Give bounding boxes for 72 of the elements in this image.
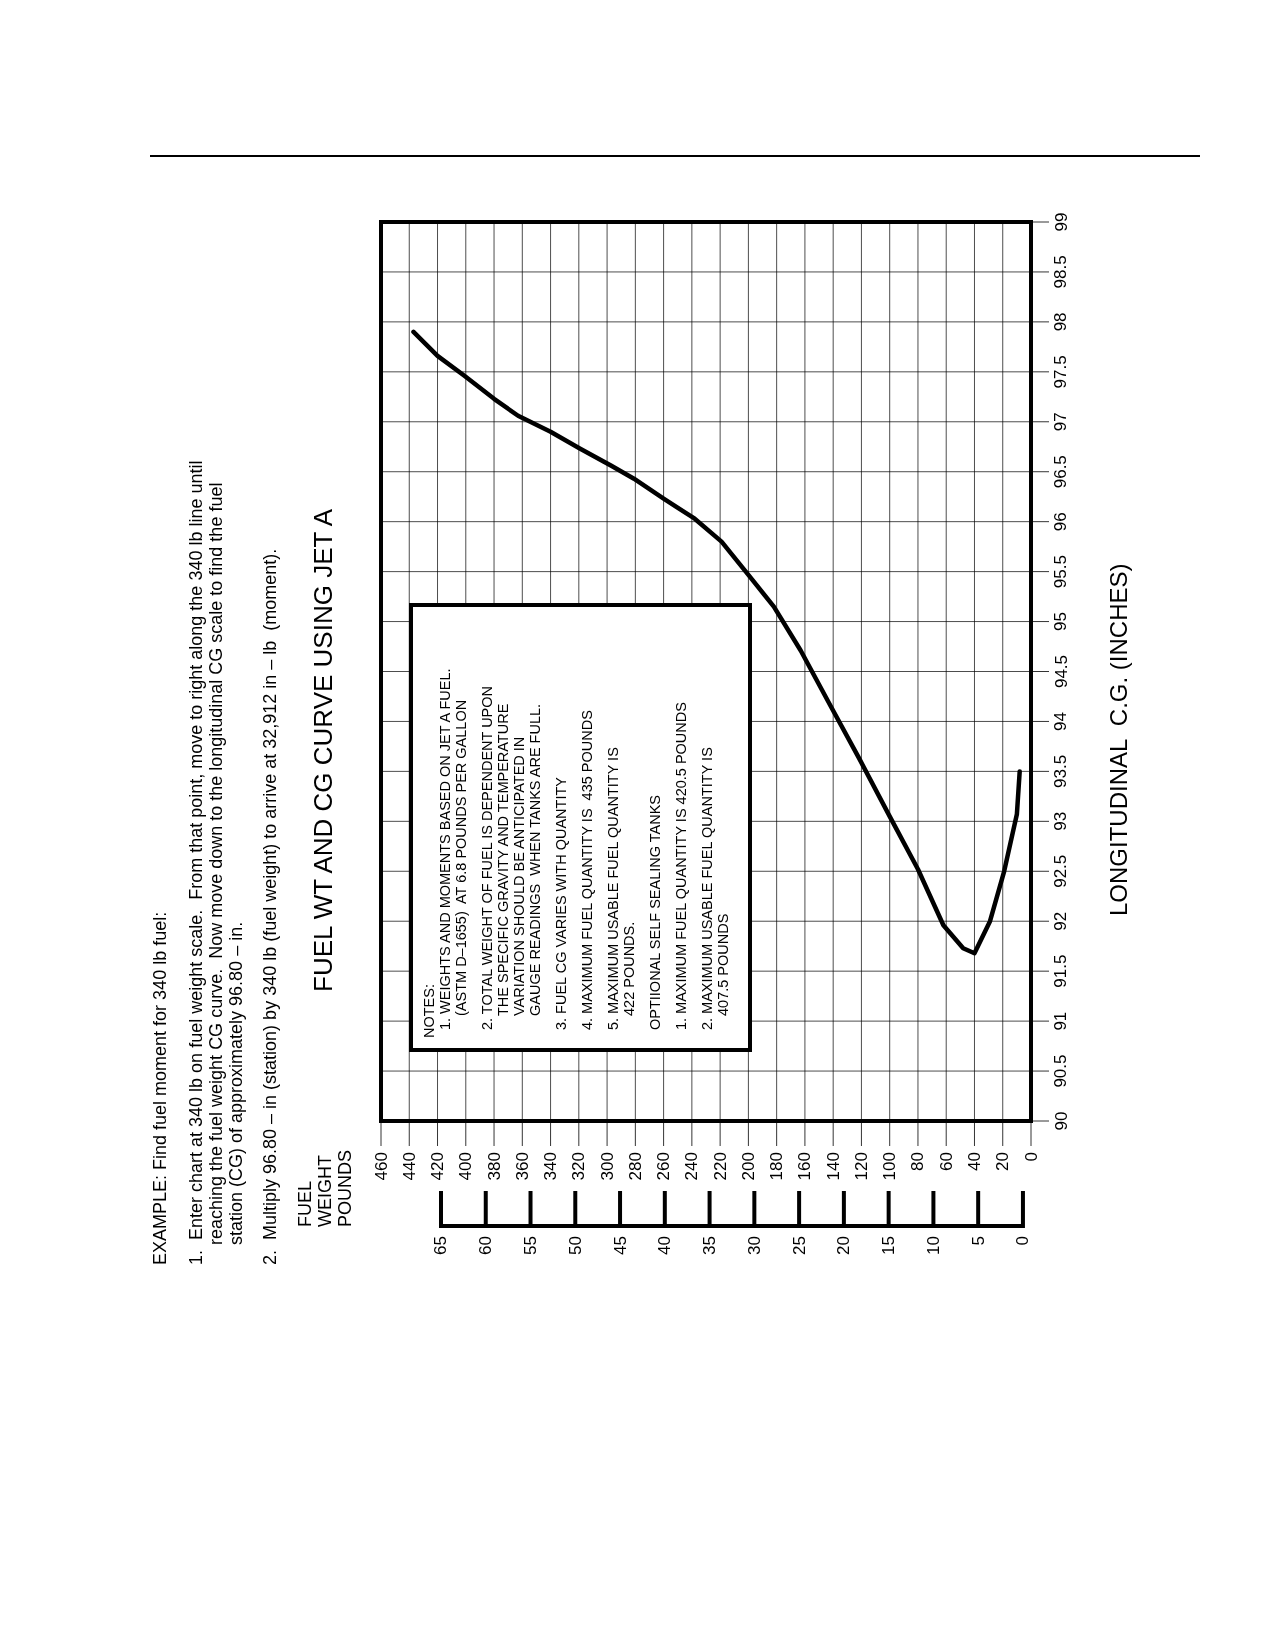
y-axis-title: LONGITUDINAL C.G. (INCHES) [1105,562,1133,919]
x2-tick-label: 45 [610,1236,630,1255]
x2-tick-label: 55 [521,1236,541,1255]
annotation: 1. MAXIMUM FUEL QUANTITY IS 420.5 POUNDS [673,701,689,1032]
y-tick-label: 95.5 [1051,555,1071,589]
y-tick-label: 92 [1051,911,1071,931]
y-tick-label: 90 [1051,1111,1071,1131]
annotation: 2. MAXIMUM USABLE FUEL QUANTITY IS 407.5 POUNDS [699,746,731,1032]
y-tick-label: 92.5 [1051,854,1071,888]
text: FUEL WEIGHT POUNDS [295,1149,355,1227]
y-tick-label: 97.5 [1051,355,1071,389]
x-tick-label: 20 [993,1152,1013,1171]
y-tick-label: 94.5 [1051,654,1071,689]
annotation: 2. TOTAL WEIGHT OF FUEL IS DEPENDENT UPON THE SPECIFIC GRAVITY AND TEMPERATURE VARIATION SHOULD BE ANTICIPATED IN GAUGE READINGS WHEN TANKS ARE FULL. [479,684,543,1032]
y-tick-label: 90.5 [1051,1054,1071,1088]
x2-tick-label: 15 [879,1236,899,1255]
x-tick-label: 300 [597,1152,617,1181]
x2-tick-label: 35 [700,1236,720,1255]
y-tick-label: 96.5 [1051,455,1071,489]
y-tick-label: 97 [1051,412,1071,432]
x-tick-label: 400 [456,1152,476,1181]
x-tick-label: 220 [710,1152,730,1181]
x-tick-label: 140 [823,1152,843,1181]
x2-tick-label: 50 [565,1236,585,1255]
x-tick-label: 180 [767,1152,787,1181]
x-tick-label: 80 [908,1152,928,1171]
x-tick-label: 420 [428,1152,448,1181]
y-tick-label: 94 [1051,711,1071,731]
x-tick-label: 460 [371,1152,391,1181]
x-tick-label: 120 [851,1152,871,1181]
x-tick-label: 40 [964,1152,984,1171]
x-tick-label: 100 [880,1152,900,1181]
y-tick-label: 93.5 [1051,754,1071,788]
x-tick-label: 320 [569,1152,589,1181]
y-tick-label: 98 [1051,312,1071,332]
y-tick-label: 99 [1051,212,1071,232]
x-tick-label: 340 [541,1152,561,1181]
x-tick-label: 240 [682,1152,702,1181]
x-tick-label: 200 [738,1152,758,1181]
y-tick-label: 96 [1051,512,1071,532]
x-tick-label: 440 [399,1152,419,1181]
text: 2. Multiply 96.80 – in (station) by 340 lb (fuel weight) to arrive at 32,912 in – lb (moment). [260,547,280,1265]
annotation: 3. FUEL CG VARIES WITH QUANTITY [553,776,569,1032]
annotation: NOTES: [421,983,437,1038]
annotation: OPTIIONAL SELF SEALING TANKS [647,793,663,1032]
x-tick-label: 360 [512,1152,532,1181]
text: 1. Enter chart at 340 lb on fuel weight scale. From that point, move to right along the 340 lb line until reaching the fuel weight CG curve. Now move down to the longitudinal CG scale to find the fuel station (CG) of approximately 96.80 – in. [186,459,246,1265]
y-tick-label: 98.5 [1051,255,1071,289]
x2-tick-label: 60 [476,1236,496,1255]
text: EXAMPLE: Find fuel moment for 340 lb fuel: [150,910,170,1265]
x-tick-label: 280 [625,1152,645,1181]
x-tick-label: 0 [1021,1152,1041,1162]
text: FUEL WT AND CG CURVE USING JET A [308,508,338,992]
x2-tick-label: 25 [789,1236,809,1255]
x2-tick-label: 65 [431,1236,451,1255]
y-tick-label: 91 [1051,1011,1071,1031]
x2-tick-label: 30 [744,1236,764,1255]
x-tick-label: 160 [795,1152,815,1181]
y-tick-label: 93 [1051,811,1071,831]
x2-tick-label: 20 [834,1236,854,1255]
x-tick-label: 60 [936,1152,956,1171]
annotation: 5. MAXIMUM USABLE FUEL QUANTITY IS 422 POUNDS. [605,746,637,1032]
x2-tick-label: 40 [655,1236,675,1255]
x-tick-label: 380 [484,1152,504,1181]
y-tick-label: 95 [1051,612,1071,632]
x2-tick-label: 0 [1013,1236,1033,1246]
annotation: 4. MAXIMUM FUEL QUANTITY IS 435 POUNDS [579,709,595,1032]
annotation: 1. WEIGHTS AND MOMENTS BASED ON JET A FUEL. (ASTM D–1655) AT 6.8 POUNDS PER GALLON [437,667,469,1032]
y-tick-label: 91.5 [1051,954,1071,988]
x2-tick-label: 5 [968,1236,988,1246]
x2-tick-label: 10 [923,1236,943,1255]
x-tick-label: 260 [654,1152,674,1181]
